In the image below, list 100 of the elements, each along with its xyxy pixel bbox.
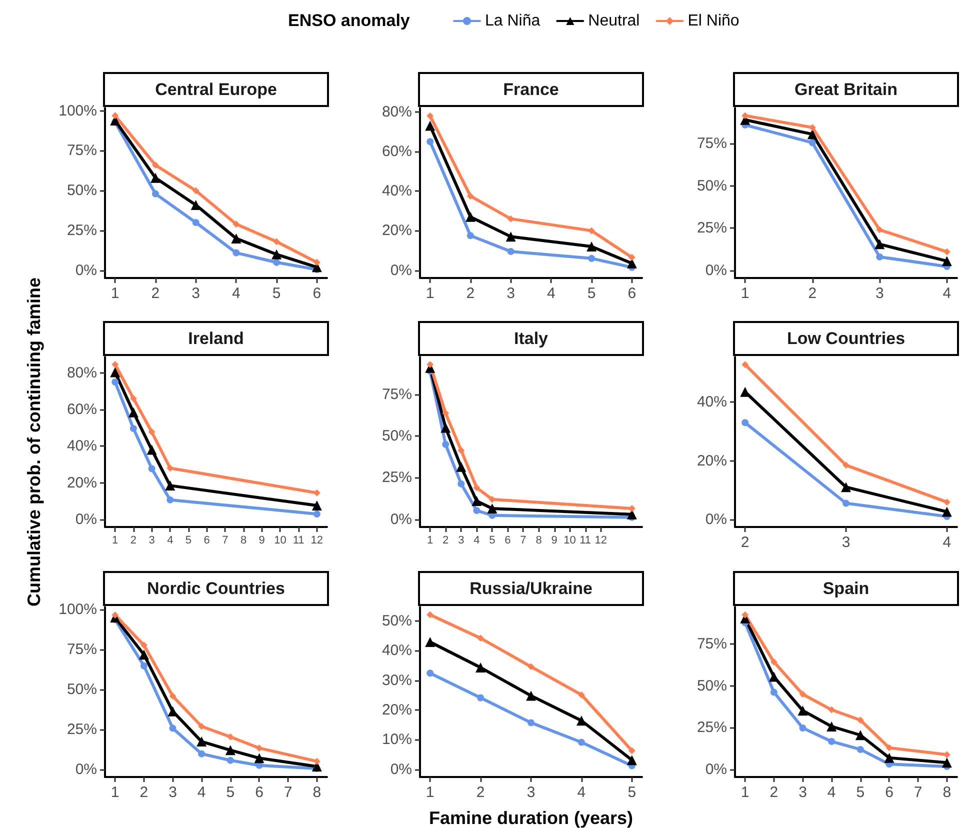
y-tick-label: 20% bbox=[696, 452, 727, 470]
y-tick-label: 0% bbox=[75, 760, 97, 778]
point bbox=[507, 248, 514, 255]
y-tick-label: 40% bbox=[382, 642, 412, 660]
point bbox=[442, 440, 450, 448]
x-tick-label: 4 bbox=[827, 784, 836, 801]
chart-title: France bbox=[418, 72, 644, 107]
y-tick-label: 0% bbox=[390, 262, 412, 279]
point bbox=[458, 446, 465, 454]
x-tick-label: 2 bbox=[466, 285, 475, 302]
point bbox=[256, 744, 263, 752]
point bbox=[943, 498, 950, 506]
x-tick-label: 2 bbox=[151, 285, 160, 302]
point bbox=[742, 361, 749, 368]
point bbox=[884, 752, 894, 763]
x-tick-label: 9 bbox=[551, 534, 558, 546]
point bbox=[798, 706, 808, 716]
point bbox=[768, 672, 779, 682]
point bbox=[128, 407, 138, 418]
point bbox=[942, 506, 952, 517]
point bbox=[628, 254, 636, 261]
point bbox=[856, 716, 864, 724]
point bbox=[232, 220, 240, 228]
point bbox=[196, 736, 207, 747]
point bbox=[190, 200, 201, 210]
point bbox=[526, 690, 536, 701]
x-tick-label: 5 bbox=[856, 784, 865, 801]
point bbox=[942, 758, 952, 768]
x-tick-label: 1 bbox=[426, 784, 434, 801]
point bbox=[476, 662, 486, 673]
point bbox=[807, 129, 818, 140]
x-tick-label: 11 bbox=[580, 534, 592, 546]
y-tick-label: 60% bbox=[66, 400, 97, 418]
point bbox=[841, 482, 851, 492]
point bbox=[112, 378, 119, 386]
x-tick-label: 12 bbox=[310, 534, 324, 546]
point bbox=[198, 722, 206, 730]
point bbox=[842, 462, 850, 469]
y-tick-label: 75% bbox=[66, 142, 97, 160]
x-tick-label: 3 bbox=[526, 784, 536, 801]
point bbox=[146, 444, 157, 455]
point bbox=[426, 611, 434, 618]
y-tick-label: 20% bbox=[382, 701, 412, 718]
point bbox=[886, 744, 893, 752]
point bbox=[466, 232, 474, 240]
x-tick-label: 2 bbox=[476, 784, 485, 801]
x-tick-label: 4 bbox=[547, 285, 556, 302]
x-tick-label: 1 bbox=[110, 784, 120, 801]
x-tick-label: 1 bbox=[112, 534, 118, 546]
point bbox=[628, 747, 636, 754]
point bbox=[273, 238, 280, 246]
y-tick-label: 50% bbox=[66, 680, 97, 698]
y-tick-label: 50% bbox=[66, 182, 97, 200]
x-tick-label: 2 bbox=[140, 784, 148, 801]
point bbox=[152, 162, 159, 169]
x-tick-label: 5 bbox=[272, 285, 281, 302]
x-tick-label: 5 bbox=[226, 784, 235, 801]
x-tick-label: 1 bbox=[110, 285, 120, 302]
point bbox=[874, 239, 885, 250]
point bbox=[226, 756, 234, 764]
point bbox=[799, 690, 806, 698]
x-tick-label: 10 bbox=[564, 534, 576, 546]
point bbox=[231, 233, 242, 244]
point bbox=[576, 716, 586, 726]
x-tick-label: 5 bbox=[628, 784, 636, 801]
point bbox=[466, 192, 474, 200]
point bbox=[855, 730, 866, 740]
point bbox=[458, 480, 465, 488]
chart-title: Italy bbox=[418, 321, 644, 356]
x-tick-label: 3 bbox=[458, 534, 464, 546]
chart-title: Low Countries bbox=[733, 321, 959, 356]
x-tick-label: 5 bbox=[489, 534, 496, 546]
point bbox=[226, 733, 234, 740]
x-tick-label: 3 bbox=[168, 784, 177, 801]
legend-label: El Niño bbox=[688, 12, 740, 30]
point bbox=[842, 500, 850, 507]
legend-title: ENSO anomaly bbox=[288, 11, 410, 30]
point bbox=[169, 692, 176, 700]
x-tick-label: 8 bbox=[536, 534, 542, 546]
point bbox=[110, 367, 120, 378]
chart-title: Nordic Countries bbox=[103, 571, 329, 606]
point bbox=[588, 227, 596, 234]
y-tick-label: 0% bbox=[705, 262, 727, 279]
x-tick-label: 12 bbox=[594, 534, 607, 546]
point bbox=[828, 706, 836, 714]
x-tick-label: 4 bbox=[167, 534, 174, 546]
x-tick-label: 2 bbox=[808, 285, 817, 302]
point bbox=[165, 480, 176, 491]
y-tick-label: 75% bbox=[382, 386, 412, 403]
y-tick-label: 75% bbox=[696, 636, 727, 653]
chart-title: Spain bbox=[733, 571, 959, 606]
x-tick-label: 7 bbox=[914, 784, 922, 801]
x-tick-label: 8 bbox=[942, 784, 952, 801]
y-tick-label: 75% bbox=[696, 135, 727, 152]
chart-title: Great Britain bbox=[733, 72, 959, 107]
x-tick-label: 1 bbox=[740, 784, 750, 801]
x-tick-label: 6 bbox=[885, 784, 894, 801]
point bbox=[473, 484, 480, 492]
x-tick-label: 5 bbox=[185, 534, 192, 546]
point bbox=[426, 112, 434, 120]
